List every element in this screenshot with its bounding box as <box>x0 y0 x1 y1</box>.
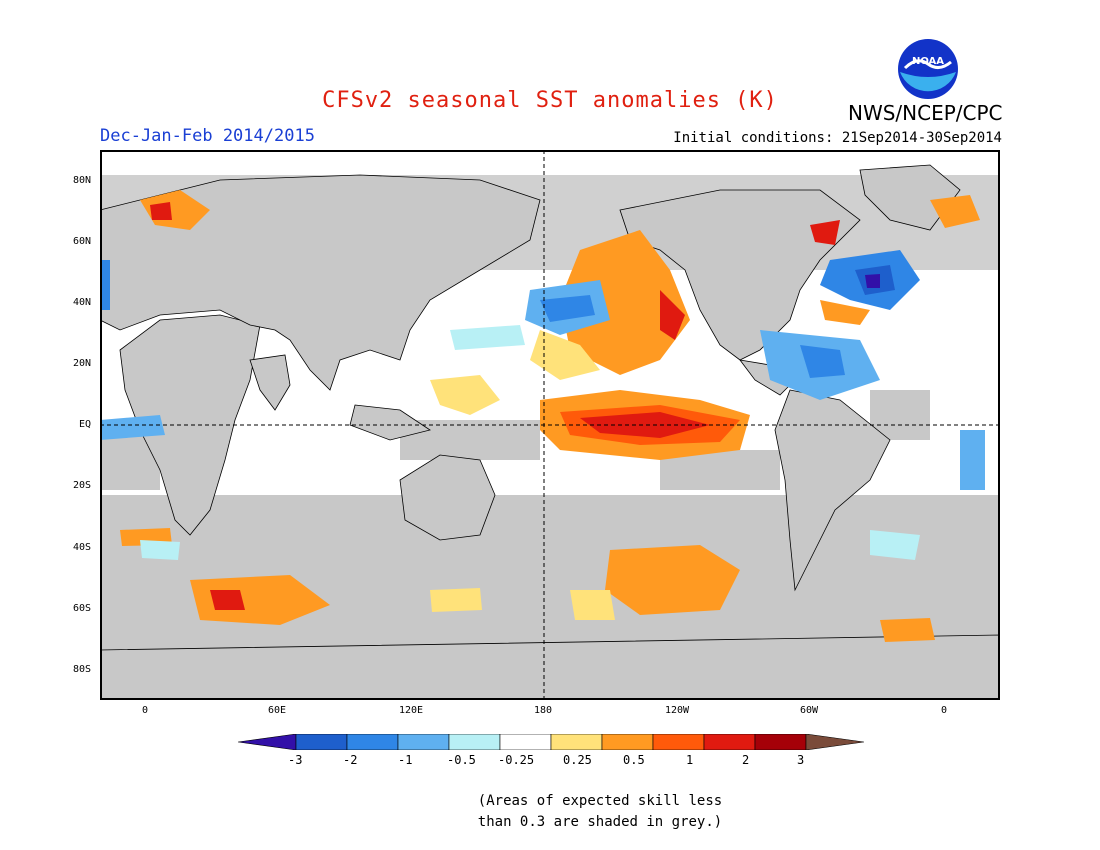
lat-tick-label: 80N <box>73 175 92 186</box>
lon-tick-label: 60W <box>800 705 819 716</box>
footnote: (Areas of expected skill less than 0.3 a… <box>470 791 730 833</box>
lon-tick-label: 0 <box>941 705 948 716</box>
lat-tick-label: 40N <box>73 297 92 308</box>
colorbar <box>238 734 864 750</box>
footnote-line-1: (Areas of expected skill less <box>477 793 723 809</box>
lat-tick-label: 40S <box>73 542 92 553</box>
lon-tick-label: 120W <box>665 705 690 716</box>
logo-text: NOAA <box>912 56 944 67</box>
season-label: Dec-Jan-Feb 2014/2015 <box>100 126 315 146</box>
colorbar-min-arrow <box>238 734 297 750</box>
lat-tick-label: 60N <box>73 236 92 247</box>
colorbar-segment <box>652 734 705 750</box>
negative-anomalies <box>100 250 985 560</box>
lat-tick-label: 60S <box>73 603 92 614</box>
colorbar-segment <box>550 734 603 750</box>
colorbar-segment <box>346 734 399 750</box>
land-masses <box>100 164 1000 700</box>
colorbar-label: -3 <box>288 753 303 767</box>
lon-tick-label: 60E <box>268 705 287 716</box>
colorbar-label: 2 <box>742 753 750 767</box>
lon-tick-label: 120E <box>399 705 424 716</box>
lon-tick-label: 0 <box>142 705 149 716</box>
colorbar-segment <box>703 734 756 750</box>
colorbar-segment <box>754 734 807 750</box>
colorbar-label: 1 <box>686 753 694 767</box>
lat-tick-label: EQ <box>79 419 92 430</box>
colorbar-label: -0.5 <box>447 753 476 767</box>
colorbar-label: 0.5 <box>623 753 645 767</box>
noaa-logo: NOAA <box>898 39 958 99</box>
colorbar-label: 0.25 <box>563 753 592 767</box>
colorbar-segment <box>397 734 450 750</box>
lon-tick-label: 180 <box>534 705 553 716</box>
colorbar-label: -1 <box>398 753 413 767</box>
initial-conditions-label: Initial conditions: 21Sep2014-30Sep2014 <box>673 130 1002 146</box>
colorbar-segment <box>499 734 552 750</box>
lat-tick-label: 20S <box>73 480 92 491</box>
map-border <box>100 150 1000 700</box>
colorbar-label: 3 <box>797 753 805 767</box>
lat-tick-label: 20N <box>73 358 92 369</box>
colorbar-segment <box>601 734 654 750</box>
colorbar-max-arrow <box>805 734 864 750</box>
map-title: CFSv2 seasonal SST anomalies (K) <box>322 88 778 113</box>
lat-tick-label: 80S <box>73 664 92 675</box>
colorbar-segment <box>295 734 348 750</box>
colorbar-segment <box>448 734 501 750</box>
colorbar-label: -2 <box>343 753 358 767</box>
sst-anomaly-map <box>100 150 1000 700</box>
colorbar-label: -0.25 <box>498 753 535 767</box>
agency-label: NWS/NCEP/CPC <box>848 101 1003 125</box>
footnote-line-2: than 0.3 are shaded in grey.) <box>477 814 723 830</box>
